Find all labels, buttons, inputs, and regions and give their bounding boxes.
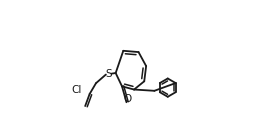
Text: O: O: [123, 94, 131, 104]
Text: S: S: [105, 69, 112, 79]
Text: Cl: Cl: [72, 85, 82, 94]
